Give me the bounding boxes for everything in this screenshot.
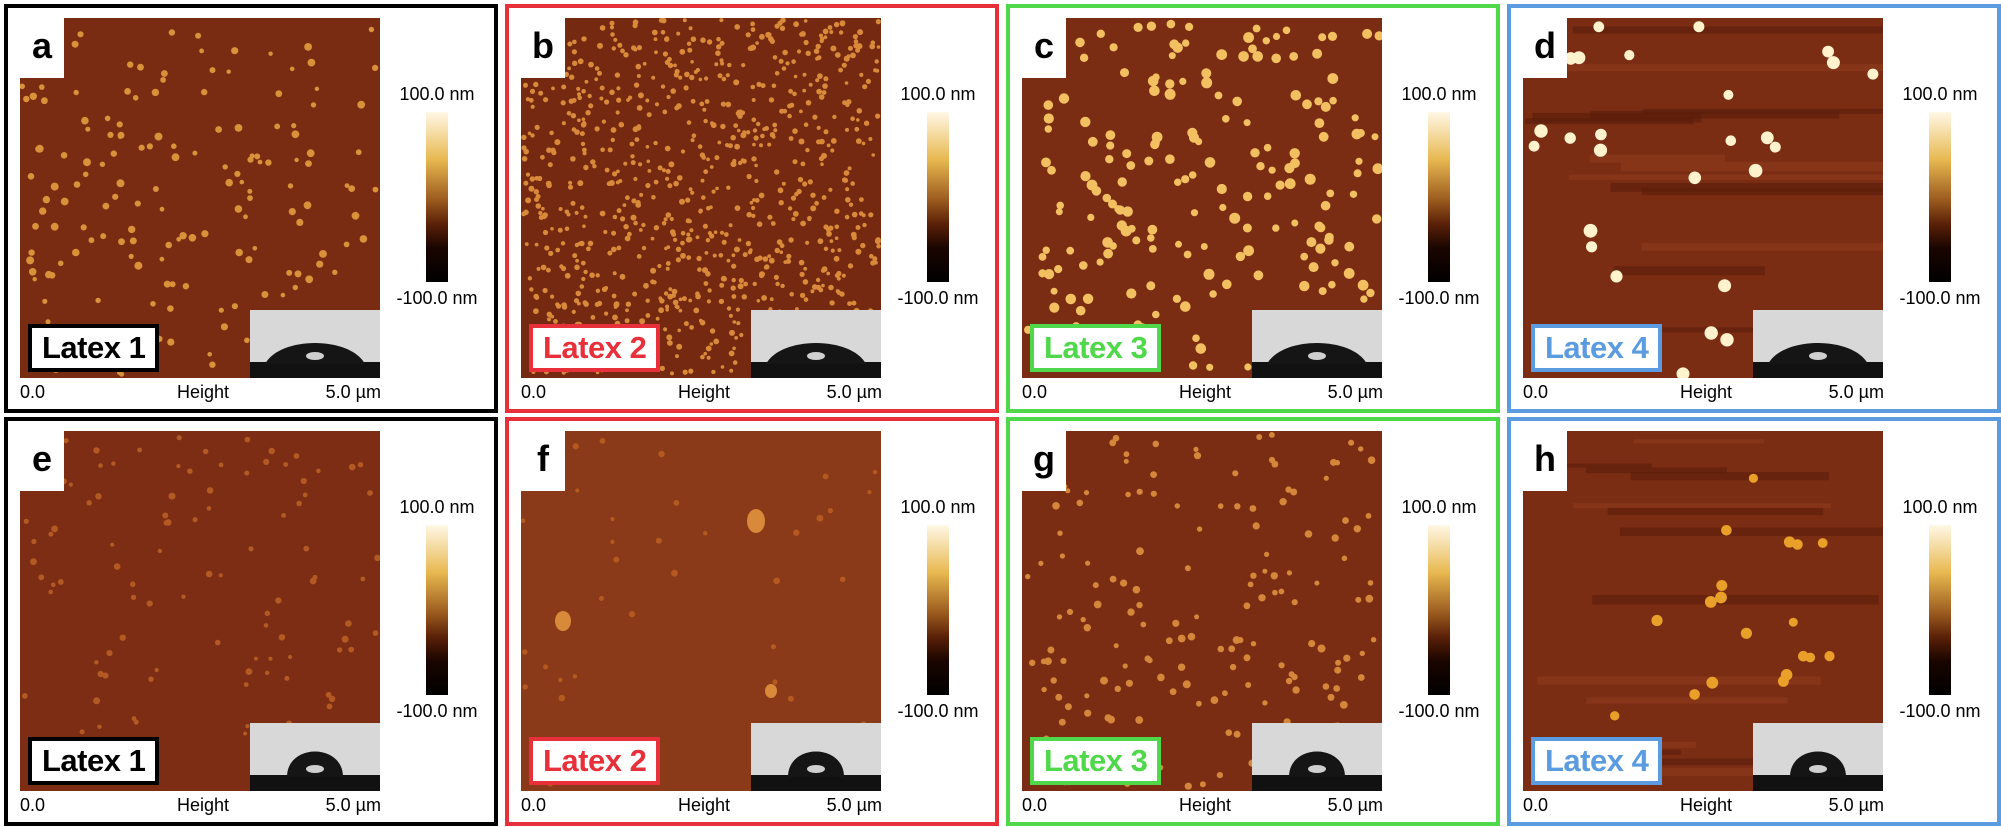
panel-letter: d bbox=[1523, 18, 1567, 78]
height-colorbar bbox=[927, 112, 949, 282]
panel-g: g Latex 3 100.0 nm -100.0 nm 0.0 Height 5.0 µm bbox=[1006, 417, 1500, 826]
scale-max-label: 100.0 nm bbox=[1401, 497, 1477, 517]
axis-end-label: 5.0 µm bbox=[1327, 795, 1383, 815]
panel-c: c Latex 3 100.0 nm -100.0 nm 0.0 Height 5.0 µm bbox=[1006, 4, 1500, 413]
axis-start-label: 0.0 bbox=[521, 795, 547, 815]
panel-d: d Latex 4 100.0 nm -100.0 nm 0.0 Height 5.0 µm bbox=[1507, 4, 2001, 413]
latex-label: Latex 3 bbox=[1030, 737, 1162, 785]
afm-height-image: f Latex 2 bbox=[521, 431, 881, 791]
scale-max-label: 100.0 nm bbox=[1902, 497, 1978, 517]
afm-height-image: a Latex 1 bbox=[20, 18, 380, 378]
scale-max-label: 100.0 nm bbox=[1902, 84, 1978, 104]
axis-name-label: Height bbox=[677, 382, 731, 402]
afm-height-image: e Latex 1 bbox=[20, 431, 380, 791]
height-colorbar bbox=[1929, 112, 1951, 282]
latex-label: Latex 2 bbox=[529, 324, 661, 372]
axis-start-label: 0.0 bbox=[20, 795, 46, 815]
afm-height-image: c Latex 3 bbox=[1022, 18, 1382, 378]
latex-label: Latex 1 bbox=[28, 737, 160, 785]
axis-name-label: Height bbox=[1178, 795, 1232, 815]
scale-min-label: -100.0 nm bbox=[1899, 288, 1981, 308]
scale-max-label: 100.0 nm bbox=[399, 497, 475, 517]
height-colorbar bbox=[426, 112, 448, 282]
afm-height-image: g Latex 3 bbox=[1022, 431, 1382, 791]
axis-name-label: Height bbox=[677, 795, 731, 815]
latex-label: Latex 4 bbox=[1531, 324, 1663, 372]
height-colorbar bbox=[1428, 112, 1450, 282]
height-colorbar bbox=[1428, 525, 1450, 695]
panel-letter: h bbox=[1523, 431, 1567, 491]
latex-label: Latex 3 bbox=[1030, 324, 1162, 372]
panel-letter: a bbox=[20, 18, 64, 78]
panel-letter: f bbox=[521, 431, 565, 491]
scale-min-label: -100.0 nm bbox=[897, 288, 979, 308]
water-droplet-inset bbox=[1252, 723, 1382, 791]
afm-particles bbox=[1025, 432, 1380, 790]
axis-end-label: 5.0 µm bbox=[325, 382, 381, 402]
axis-end-label: 5.0 µm bbox=[826, 382, 882, 402]
height-colorbar bbox=[927, 525, 949, 695]
water-droplet-inset bbox=[751, 723, 881, 791]
axis-end-label: 5.0 µm bbox=[1828, 795, 1884, 815]
scale-min-label: -100.0 nm bbox=[1398, 288, 1480, 308]
panel-a: a Latex 1 100.0 nm -100.0 nm 0.0 Height 5.0 µm bbox=[4, 4, 498, 413]
axis-start-label: 0.0 bbox=[521, 382, 547, 402]
axis-end-label: 5.0 µm bbox=[1327, 382, 1383, 402]
water-droplet-inset bbox=[1753, 310, 1883, 378]
axis-end-label: 5.0 µm bbox=[1828, 382, 1884, 402]
axis-start-label: 0.0 bbox=[1523, 382, 1549, 402]
afm-particles bbox=[21, 435, 380, 784]
scale-min-label: -100.0 nm bbox=[396, 288, 478, 308]
scale-max-label: 100.0 nm bbox=[1401, 84, 1477, 104]
axis-name-label: Height bbox=[1679, 795, 1733, 815]
axis-name-label: Height bbox=[1679, 382, 1733, 402]
axis-end-label: 5.0 µm bbox=[325, 795, 381, 815]
panel-letter: e bbox=[20, 431, 64, 491]
panel-f: f Latex 2 100.0 nm -100.0 nm 0.0 Height 5.0 µm bbox=[505, 417, 999, 826]
panel-h: h Latex 4 100.0 nm -100.0 nm 0.0 Height 5.0 µm bbox=[1507, 417, 2001, 826]
axis-name-label: Height bbox=[1178, 382, 1232, 402]
axis-start-label: 0.0 bbox=[1022, 795, 1048, 815]
scale-min-label: -100.0 nm bbox=[897, 701, 979, 721]
axis-start-label: 0.0 bbox=[20, 382, 46, 402]
height-colorbar bbox=[1929, 525, 1951, 695]
axis-name-label: Height bbox=[176, 382, 230, 402]
panel-letter: b bbox=[521, 18, 565, 78]
scale-min-label: -100.0 nm bbox=[396, 701, 478, 721]
panel-letter: c bbox=[1022, 18, 1066, 78]
scale-min-label: -100.0 nm bbox=[1398, 701, 1480, 721]
latex-label: Latex 2 bbox=[529, 737, 661, 785]
water-droplet-inset bbox=[250, 310, 380, 378]
scale-max-label: 100.0 nm bbox=[900, 84, 976, 104]
water-droplet-inset bbox=[1753, 723, 1883, 791]
afm-height-image: d Latex 4 bbox=[1523, 18, 1883, 378]
water-droplet-inset bbox=[1252, 310, 1382, 378]
panel-e: e Latex 1 100.0 nm -100.0 nm 0.0 Height 5.0 µm bbox=[4, 417, 498, 826]
afm-particles bbox=[1524, 21, 1883, 378]
afm-height-image: h Latex 4 bbox=[1523, 431, 1883, 791]
axis-name-label: Height bbox=[176, 795, 230, 815]
afm-height-image: b Latex 2 bbox=[521, 18, 881, 378]
water-droplet-inset bbox=[250, 723, 380, 791]
panel-letter: g bbox=[1022, 431, 1066, 491]
water-droplet-inset bbox=[751, 310, 881, 378]
height-colorbar bbox=[426, 525, 448, 695]
scale-max-label: 100.0 nm bbox=[399, 84, 475, 104]
axis-start-label: 0.0 bbox=[1022, 382, 1048, 402]
latex-label: Latex 1 bbox=[28, 324, 160, 372]
axis-start-label: 0.0 bbox=[1523, 795, 1549, 815]
axis-end-label: 5.0 µm bbox=[826, 795, 882, 815]
scale-min-label: -100.0 nm bbox=[1899, 701, 1981, 721]
scale-max-label: 100.0 nm bbox=[900, 497, 976, 517]
panel-b: b Latex 2 100.0 nm -100.0 nm 0.0 Height 5.0 µm bbox=[505, 4, 999, 413]
latex-label: Latex 4 bbox=[1531, 737, 1663, 785]
